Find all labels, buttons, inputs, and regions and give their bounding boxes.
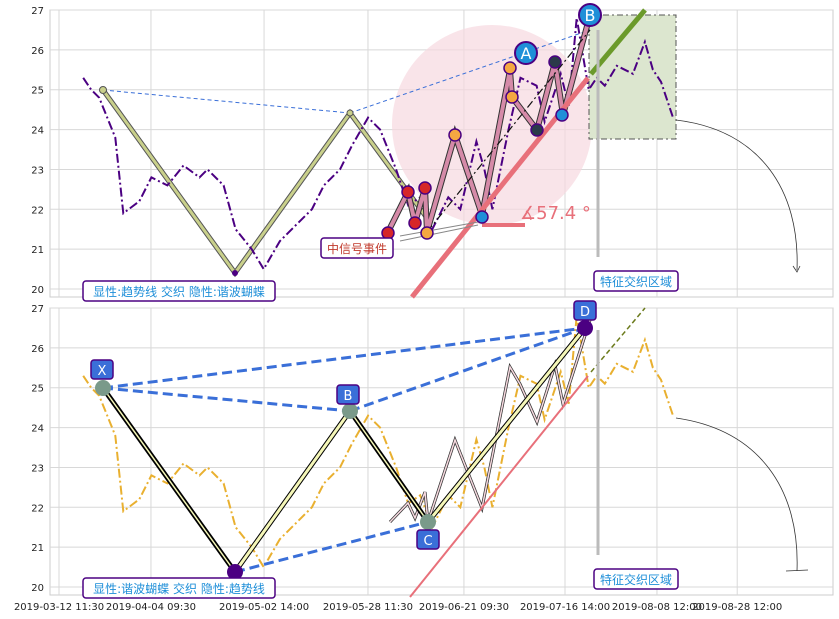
point-b-label: B [585,6,596,25]
bottom-red-trendline [409,375,589,598]
top-green-trendline [589,8,647,76]
event-marker [475,210,489,224]
pivot-a-dot [227,564,243,580]
y-tick-label: 26 [31,46,44,57]
y-tick-label: 27 [31,6,44,17]
event-marker [505,90,519,104]
y-tick-label: 26 [31,344,44,355]
event-marker [381,226,395,240]
x-tick-label: 2019-05-28 11:30 [323,602,413,613]
pivot-b-dot [342,403,358,419]
point-d-label: D [580,305,590,320]
event-marker [401,185,415,199]
y-tick-label: 24 [31,424,44,435]
bottom-panel: 20 21 22 23 24 25 26 27 2019-03-12 11:30 2019-04… [14,300,834,613]
harmonic-leg-c-d-highlight [426,327,587,523]
top-pattern-badge-box [82,280,276,302]
y-tick-label: 25 [31,86,44,97]
point-a-label: A [521,44,532,63]
x-tick-label: 2019-06-21 09:30 [419,602,509,613]
x-tick-label: 2019-08-08 12:00 [612,602,702,613]
top-pattern-badge: 显性:趋势线 交织 隐性:谐波蝴蝶 [93,284,265,299]
harmonic-line-b-d [349,326,586,413]
top-event-markers [99,55,569,276]
pivot-x-dot [95,380,111,396]
event-marker [448,128,462,142]
top-region-label-box [593,270,679,292]
top-panel: 20 21 22 23 24 25 26 27 [31,3,834,302]
pivot-dot [346,109,354,117]
y-tick-label: 22 [31,205,44,216]
top-exit-arrowhead [792,265,801,273]
point-a-circle [514,41,538,65]
y-tick-label: 22 [31,503,44,514]
point-x-badge [90,359,114,380]
point-b-circle [578,3,602,27]
top-region-label: 特征交织区域 [600,274,672,289]
event-marker [530,123,544,137]
pivot-dot [232,270,238,276]
pivot-c-dot [420,514,436,530]
y-tick-label: 20 [31,285,44,296]
point-c-label: C [423,534,432,549]
bottom-plot-frame [49,307,834,596]
event-marker [548,55,562,69]
event-marker [420,226,434,240]
x-tick-label: 2019-05-02 14:00 [219,602,309,613]
y-tick-label: 21 [31,543,44,554]
interweave-region-box [588,14,677,140]
bottom-olive-extension [590,307,646,373]
top-dashed-line-b-d [349,29,591,114]
point-x-label: X [98,364,107,379]
bottom-exit-tick [785,569,809,572]
pivot-dot [99,86,107,94]
event-marker [503,61,517,75]
point-b-badge [336,384,360,405]
signal-label: 中信号事件 [327,241,387,256]
signal-label-box [320,237,394,259]
bottom-pattern-badge: 显性:谐波蝴蝶 交织 隐性:趋势线 [93,581,265,596]
top-signal-pointer [399,224,479,242]
harmonic-line-x-b [102,386,351,413]
top-exit-curve [675,119,798,271]
bottom-region-label-box [593,568,679,590]
harmonic-dashed-lines [102,326,586,574]
y-tick-label: 23 [31,463,44,474]
pivot-d-dot [577,320,593,336]
x-tick-label: 2019-08-28 12:00 [692,602,782,613]
bottom-y-axis: 20 21 22 23 24 25 26 27 [31,304,44,594]
event-marker [555,108,569,122]
top-dashed-line-x-b [102,89,351,114]
event-marker [418,181,432,195]
harmonic-leg-a-b-highlight [233,410,352,573]
x-tick-label: 2019-07-16 14:00 [520,602,610,613]
bottom-exit-curve [675,417,798,572]
bottom-pattern-badge-box [82,577,276,599]
top-signal-pointer-2 [399,221,479,237]
y-tick-label: 23 [31,165,44,176]
event-marker [408,216,422,230]
point-d-badge [573,300,597,321]
point-c-badge [416,529,440,550]
y-tick-label: 25 [31,384,44,395]
harmonic-line-x-d [102,326,586,390]
angle-label: ∡57.4 ° [520,203,591,224]
x-tick-label: 2019-03-12 11:30 [14,602,104,613]
x-tick-label: 2019-04-04 09:30 [106,602,196,613]
top-y-axis: 20 21 22 23 24 25 26 27 [31,6,44,296]
bottom-region-label: 特征交织区域 [600,572,672,587]
harmonic-line-a-c [234,520,429,574]
y-tick-label: 20 [31,583,44,594]
y-tick-label: 21 [31,245,44,256]
top-harmonic-legs-inner [101,89,429,276]
point-b-label-bottom: B [344,389,353,404]
top-dashdot-trendline [426,29,591,233]
y-tick-label: 27 [31,304,44,315]
y-tick-label: 24 [31,126,44,137]
bottom-x-axis: 2019-03-12 11:30 2019-04-04 09:30 2019-05-… [14,602,782,613]
